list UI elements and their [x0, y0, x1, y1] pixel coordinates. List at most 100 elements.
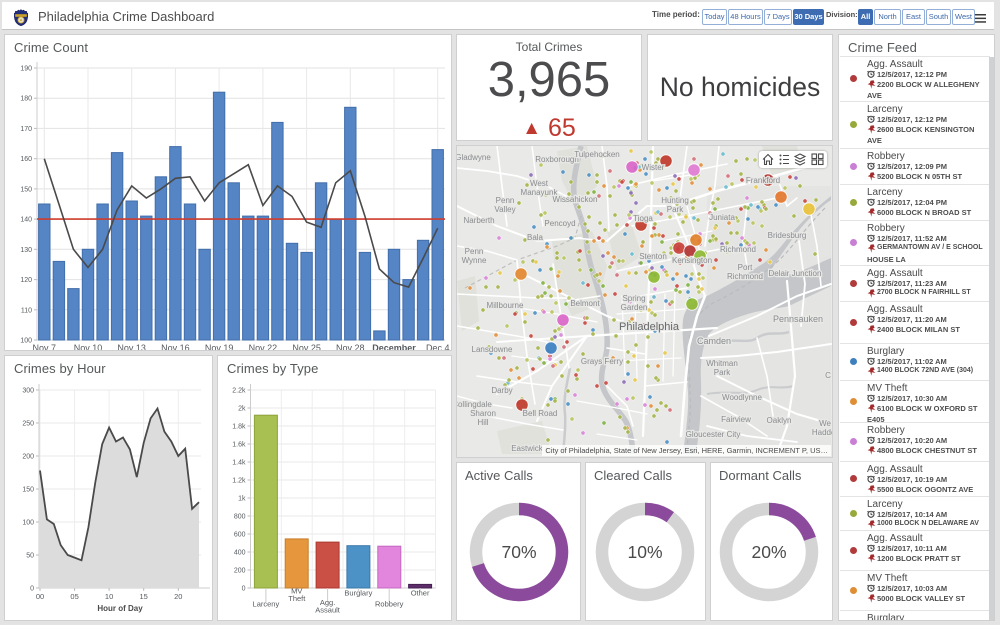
svg-text:150: 150 [20, 186, 32, 193]
svg-text:Eastwick: Eastwick [511, 444, 544, 453]
svg-text:Penn: Penn [496, 196, 515, 205]
svg-text:1k: 1k [238, 496, 246, 503]
svg-text:We: We [819, 419, 831, 428]
svg-text:1.6k: 1.6k [232, 442, 246, 449]
svg-text:Nov 28: Nov 28 [336, 343, 365, 350]
svg-text:Philadelphia: Philadelphia [619, 321, 680, 333]
svg-text:Grays Ferry: Grays Ferry [581, 357, 623, 366]
svg-text:West: West [530, 179, 549, 188]
svg-text:Tulpehocken: Tulpehocken [574, 150, 620, 159]
svg-text:150: 150 [22, 487, 34, 494]
svg-text:600: 600 [234, 532, 246, 539]
svg-text:1.4k: 1.4k [232, 460, 246, 467]
svg-text:10: 10 [105, 592, 113, 601]
svg-text:Gladwyne: Gladwyne [457, 153, 491, 162]
svg-text:Nov 7: Nov 7 [33, 343, 57, 350]
svg-text:Whitman: Whitman [706, 359, 738, 368]
svg-text:Robbery: Robbery [375, 600, 404, 609]
svg-text:800: 800 [234, 514, 246, 521]
svg-text:1.2k: 1.2k [232, 478, 246, 485]
svg-text:Millbourne: Millbourne [487, 301, 524, 310]
svg-text:70%: 70% [501, 542, 536, 562]
svg-text:160: 160 [20, 156, 32, 163]
svg-text:Manayunk: Manayunk [521, 188, 559, 197]
svg-text:140: 140 [20, 217, 32, 224]
svg-text:190: 190 [20, 66, 32, 73]
svg-text:Nov 25: Nov 25 [292, 343, 321, 350]
svg-text:Dec 4: Dec 4 [426, 343, 450, 350]
svg-text:Fairview: Fairview [721, 415, 751, 424]
svg-text:05: 05 [70, 592, 78, 601]
svg-text:120: 120 [20, 277, 32, 284]
svg-text:Hunting: Hunting [661, 196, 689, 205]
svg-text:Roxborough: Roxborough [535, 155, 579, 164]
svg-text:100: 100 [22, 520, 34, 527]
svg-text:MV: MV [291, 587, 302, 596]
svg-text:15: 15 [140, 592, 148, 601]
svg-text:Richmond: Richmond [727, 272, 763, 281]
svg-text:Park: Park [714, 368, 731, 377]
svg-text:180: 180 [20, 96, 32, 103]
svg-text:Nov 16: Nov 16 [161, 343, 190, 350]
svg-text:Darby: Darby [491, 386, 512, 395]
svg-text:Woodlynne: Woodlynne [722, 393, 762, 402]
svg-text:Narberth: Narberth [463, 216, 494, 225]
svg-text:10%: 10% [627, 542, 662, 562]
svg-text:130: 130 [20, 247, 32, 254]
svg-text:Richmond: Richmond [720, 245, 756, 254]
svg-text:Larceny: Larceny [253, 600, 280, 609]
svg-text:Collingdale: Collingdale [457, 400, 492, 409]
svg-text:Nov 19: Nov 19 [205, 343, 234, 350]
svg-text:250: 250 [22, 421, 34, 428]
svg-text:20: 20 [174, 592, 182, 601]
svg-text:Frankford: Frankford [746, 176, 780, 185]
svg-text:200: 200 [234, 568, 246, 575]
svg-text:Hill: Hill [477, 418, 488, 427]
svg-text:Stenton: Stenton [639, 252, 667, 261]
svg-text:Bell Road: Bell Road [523, 409, 558, 418]
svg-text:200: 200 [22, 454, 34, 461]
svg-text:Penn: Penn [465, 247, 484, 256]
svg-text:Other: Other [411, 589, 430, 598]
svg-text:00: 00 [36, 592, 44, 601]
svg-text:170: 170 [20, 126, 32, 133]
svg-text:Nov 22: Nov 22 [249, 343, 278, 350]
svg-text:Assault: Assault [315, 606, 341, 615]
svg-text:300: 300 [22, 388, 34, 395]
svg-text:Camden: Camden [697, 336, 731, 346]
svg-text:Tioga: Tioga [633, 214, 653, 223]
svg-text:Belmont: Belmont [570, 299, 600, 308]
svg-text:2.2k: 2.2k [232, 388, 246, 395]
svg-text:110: 110 [21, 307, 32, 314]
svg-text:Delair Junction: Delair Junction [769, 269, 822, 278]
svg-text:Garden: Garden [621, 303, 648, 312]
svg-text:Theft: Theft [288, 594, 306, 603]
svg-text:Bala: Bala [527, 233, 544, 242]
svg-text:Wynne: Wynne [462, 256, 487, 265]
svg-text:Agg.: Agg. [320, 598, 335, 607]
svg-text:Oaklyn: Oaklyn [767, 416, 792, 425]
svg-text:1.8k: 1.8k [232, 424, 246, 431]
svg-text:December: December [372, 343, 416, 350]
svg-text:Valley: Valley [494, 205, 515, 214]
svg-text:100: 100 [20, 338, 32, 345]
svg-text:Hour of Day: Hour of Day [97, 604, 143, 613]
svg-text:Bridesburg: Bridesburg [768, 231, 807, 240]
svg-text:Juniata: Juniata [709, 213, 735, 222]
svg-text:Park: Park [667, 205, 684, 214]
svg-text:0: 0 [242, 586, 246, 593]
svg-text:2k: 2k [238, 406, 246, 413]
svg-text:Lansdowne: Lansdowne [472, 345, 513, 354]
svg-text:Kensington: Kensington [672, 256, 712, 265]
svg-text:50: 50 [26, 553, 34, 560]
svg-text:Spring: Spring [622, 294, 645, 303]
svg-text:Wister: Wister [642, 163, 665, 172]
svg-text:400: 400 [234, 550, 246, 557]
svg-text:Haddor: Haddor [812, 428, 832, 437]
svg-text:Pennsauken: Pennsauken [773, 314, 823, 324]
svg-text:Burglary: Burglary [344, 589, 372, 598]
svg-text:0: 0 [30, 586, 34, 593]
svg-text:Port: Port [738, 263, 753, 272]
svg-text:C: C [825, 371, 831, 380]
svg-text:Wissahickon: Wissahickon [553, 195, 598, 204]
